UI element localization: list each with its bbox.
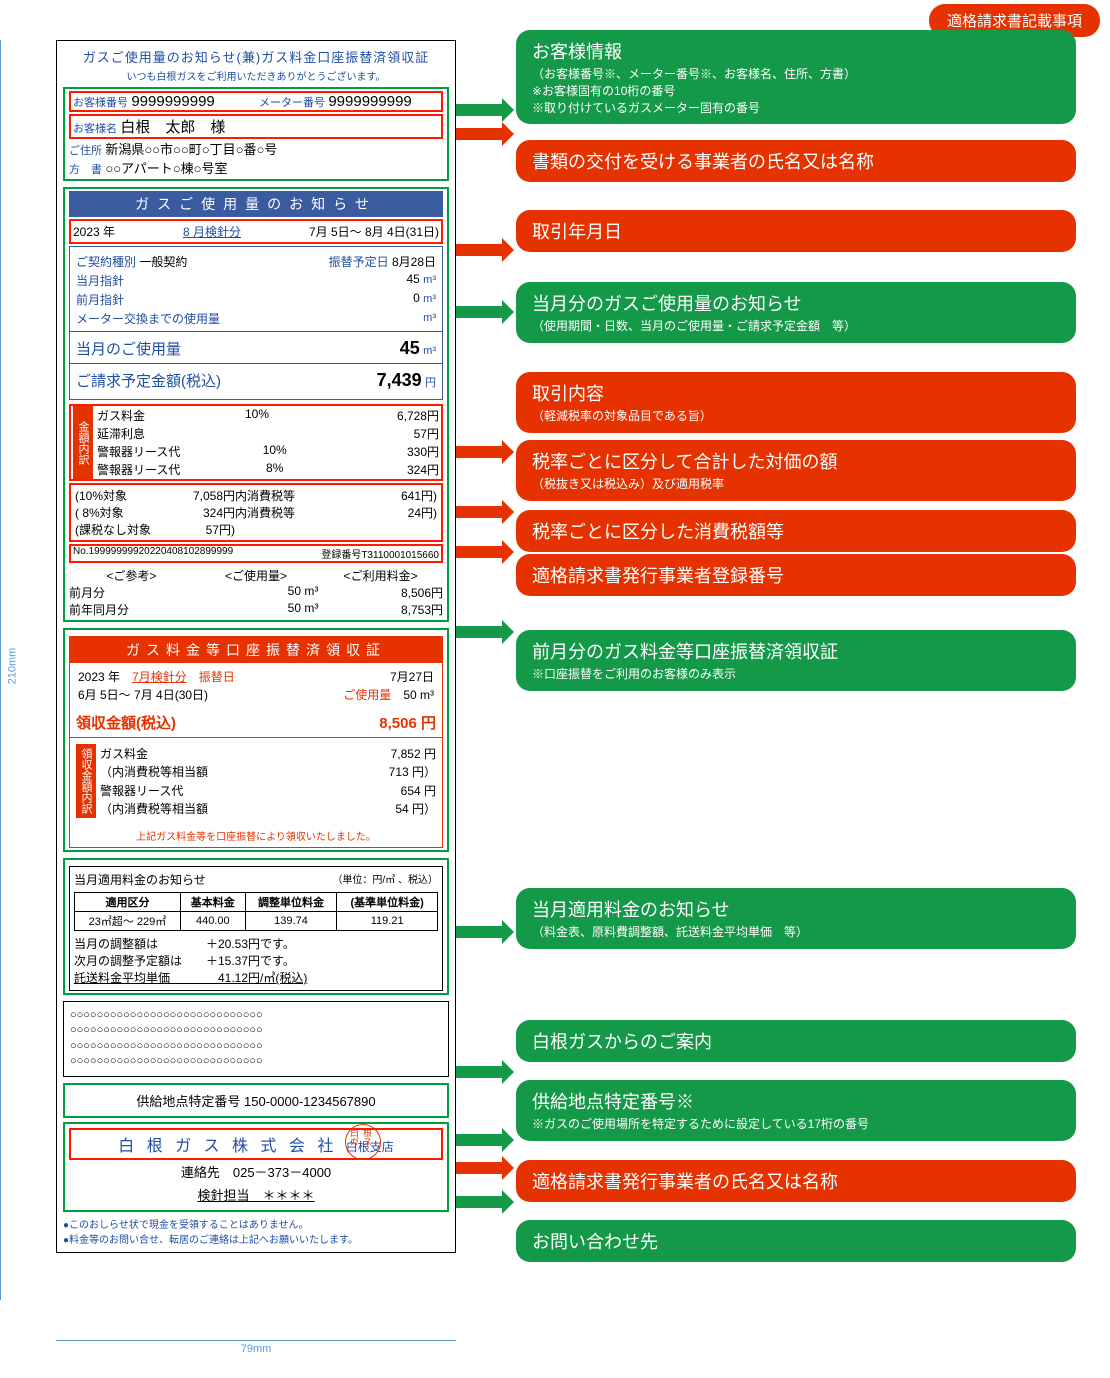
breakdown-box: 金額内訳 ガス料金10%6,728円延滞利息57円警報器リース代10%330円警… [69,404,443,481]
arrow-icon [456,244,502,256]
callout: 取引内容（軽減税率の対象品目である旨） [516,372,1076,433]
tax-box: (10%対象7,058円 内消費税等641円)( 8%対象324円 内消費税等2… [69,483,443,542]
cur-ptr-label: 当月指針 [76,272,124,289]
phone: 025－373－4000 [233,1165,331,1180]
bill-amount: 7,439 [377,370,422,390]
arrow-icon [456,128,502,140]
usage-notice-box: ガスご使用量のお知らせ 2023 年 8 月検針分 7月 5日～ 8月 4日(3… [63,187,449,622]
callout: 適格請求書発行事業者の氏名又は名称 [516,1160,1076,1202]
callout: お客様情報（お客様番号※、メーター番号※、お客様名、住所、方書） ※お客様固有の… [516,30,1076,124]
height-dim-label: 210mm [6,648,18,685]
width-dim-label: 79mm [56,1340,456,1355]
arrow-icon [456,926,502,938]
rate-notice-box: 当月適用料金のお知らせ（単位：円/㎥ 、税込） 適用区分基本料金調整単位料金(基… [63,858,449,995]
prev-ptr: 0 [413,291,420,305]
addr: 新潟県○○市○○町○丁目○番○号 [105,142,277,157]
receipt-vert-label: 領収金額内訳 [76,744,96,818]
transfer-label: 振替予定日 [329,255,389,269]
prev-ptr-label: 前月指針 [76,291,124,308]
registration-line: No.19999999920220408102899999 登録番号T31100… [69,544,443,563]
month-use: 45 [400,338,420,358]
doc-no: No.19999999920220408102899999 [73,546,233,561]
reference-table: <ご参考><ご使用量><ご利用料金> 前月分50 m³8,506円前年同月分50… [69,567,443,618]
rate-table: 適用区分基本料金調整単位料金(基準単位料金)23㎥超～ 229㎥440.0013… [74,892,438,931]
contract-label: ご契約種別 [76,255,136,269]
arrow-icon [456,1066,502,1078]
footer-notes: ●このおしらせ状で現金を受領することはありません。●料金等のお問い合せ、転居のご… [63,1216,449,1246]
contract-type: 一般契約 [139,255,187,269]
breakdown-vert-label: 金額内訳 [73,406,93,479]
receipt-amt-label: 領収金額(税込) [76,712,176,733]
supply-point-box: 供給地点特定番号 150-0000-1234567890 [63,1083,449,1118]
arrow-icon [456,306,502,318]
addr2: ○○アパート○棟○号室 [105,161,227,176]
callout: 当月分のガスご使用量のお知らせ（使用期間・日数、当月のご使用量・ご請求予定金額 … [516,282,1076,343]
cust-name: 白根 太郎 様 [120,119,225,136]
arrow-icon [456,1134,502,1146]
callout: 当月適用料金のお知らせ（料金表、原料費調整額、託送料金平均単価 等） [516,888,1076,949]
receipt-bar: ガス料金等口座振替済領収証 [70,637,442,663]
cust-name-label: お客様名 [73,123,117,135]
arrow-icon [456,1162,502,1174]
receipt-amt: 8,506 [379,715,417,732]
callout: 前月分のガス料金等口座振替済領収証※口座振替をご利用のお客様のみ表示 [516,630,1076,691]
gas-receipt-document: ガスご使用量のお知らせ(兼)ガス料金口座振替済領収証 いつも白根ガスをご利用いた… [56,40,456,1253]
arrow-icon [456,506,502,518]
cur-ptr: 45 [406,272,419,286]
callout: 供給地点特定番号※※ガスのご使用場所を特定するために設定している17桁の番号 [516,1080,1076,1141]
callout: 税率ごとに区分した消費税額等 [516,510,1076,552]
supply-no: 150-0000-1234567890 [244,1094,376,1109]
callout: 白根ガスからのご案内 [516,1020,1076,1062]
addr-label: ご住所 [69,145,102,157]
usage-period: 7月 5日～ 8月 4日(31日) [309,223,439,240]
receipt-note: 上記ガス料金等を口座振替により領収いたしました。 [70,828,442,843]
usage-year: 2023 年 [73,223,115,240]
bill-label: ご請求予定金額(税込) [76,370,221,391]
doc-subtitle: いつも白根ガスをご利用いただきありがとうございます。 [63,68,449,83]
meter-no-label: メーター番号 [259,97,325,109]
addr2-label: 方 書 [69,164,102,176]
doc-title: ガスご使用量のお知らせ(兼)ガス料金口座振替済領収証 [63,47,449,66]
callout: 適格請求書発行事業者登録番号 [516,554,1076,596]
callout: 税率ごとに区分して合計した対価の額（税抜き又は税込み）及び適用税率 [516,440,1076,501]
arrow-icon [456,104,502,116]
company-stamp-icon: 白根ガス [345,1124,381,1160]
arrow-icon [456,446,502,458]
customer-info-box: お客様番号 9999999999 メーター番号 9999999999 お客様名 … [63,87,449,181]
exchange-label: メーター交換までの使用量 [76,310,220,327]
callout: お問い合わせ先 [516,1220,1076,1262]
cust-no: 9999999999 [131,93,214,110]
meter-no: 9999999999 [328,93,411,110]
arrow-icon [456,1196,502,1208]
arrow-icon [456,626,502,638]
transfer-date: 8月28日 [392,255,436,269]
callout: 取引年月日 [516,210,1076,252]
company-box: 白 根 ガ ス 株 式 会 社 白根支店 白根ガス 連絡先 025－373－40… [63,1122,449,1212]
reg-no: 登録番号T3110001015660 [321,546,439,561]
usage-bar: ガスご使用量のお知らせ [69,191,443,217]
info-box: ○○○○○○○○○○○○○○○○○○○○○○○○○○○○○ ○○○○○○○○○○… [63,1001,449,1077]
company-name: 白 根 ガ ス 株 式 会 社 [118,1138,337,1155]
cust-no-label: お客様番号 [73,97,128,109]
arrow-icon [456,546,502,558]
callout: 書類の交付を受ける事業者の氏名又は名称 [516,140,1076,182]
reading-month: 8 月検針分 [183,223,241,240]
rate-title: 当月適用料金のお知らせ [74,871,206,888]
transfer-receipt-box: ガス料金等口座振替済領収証 2023 年 7月検針分 振替日7月27日 6月 5… [63,628,449,852]
month-use-label: 当月のご使用量 [76,338,181,359]
